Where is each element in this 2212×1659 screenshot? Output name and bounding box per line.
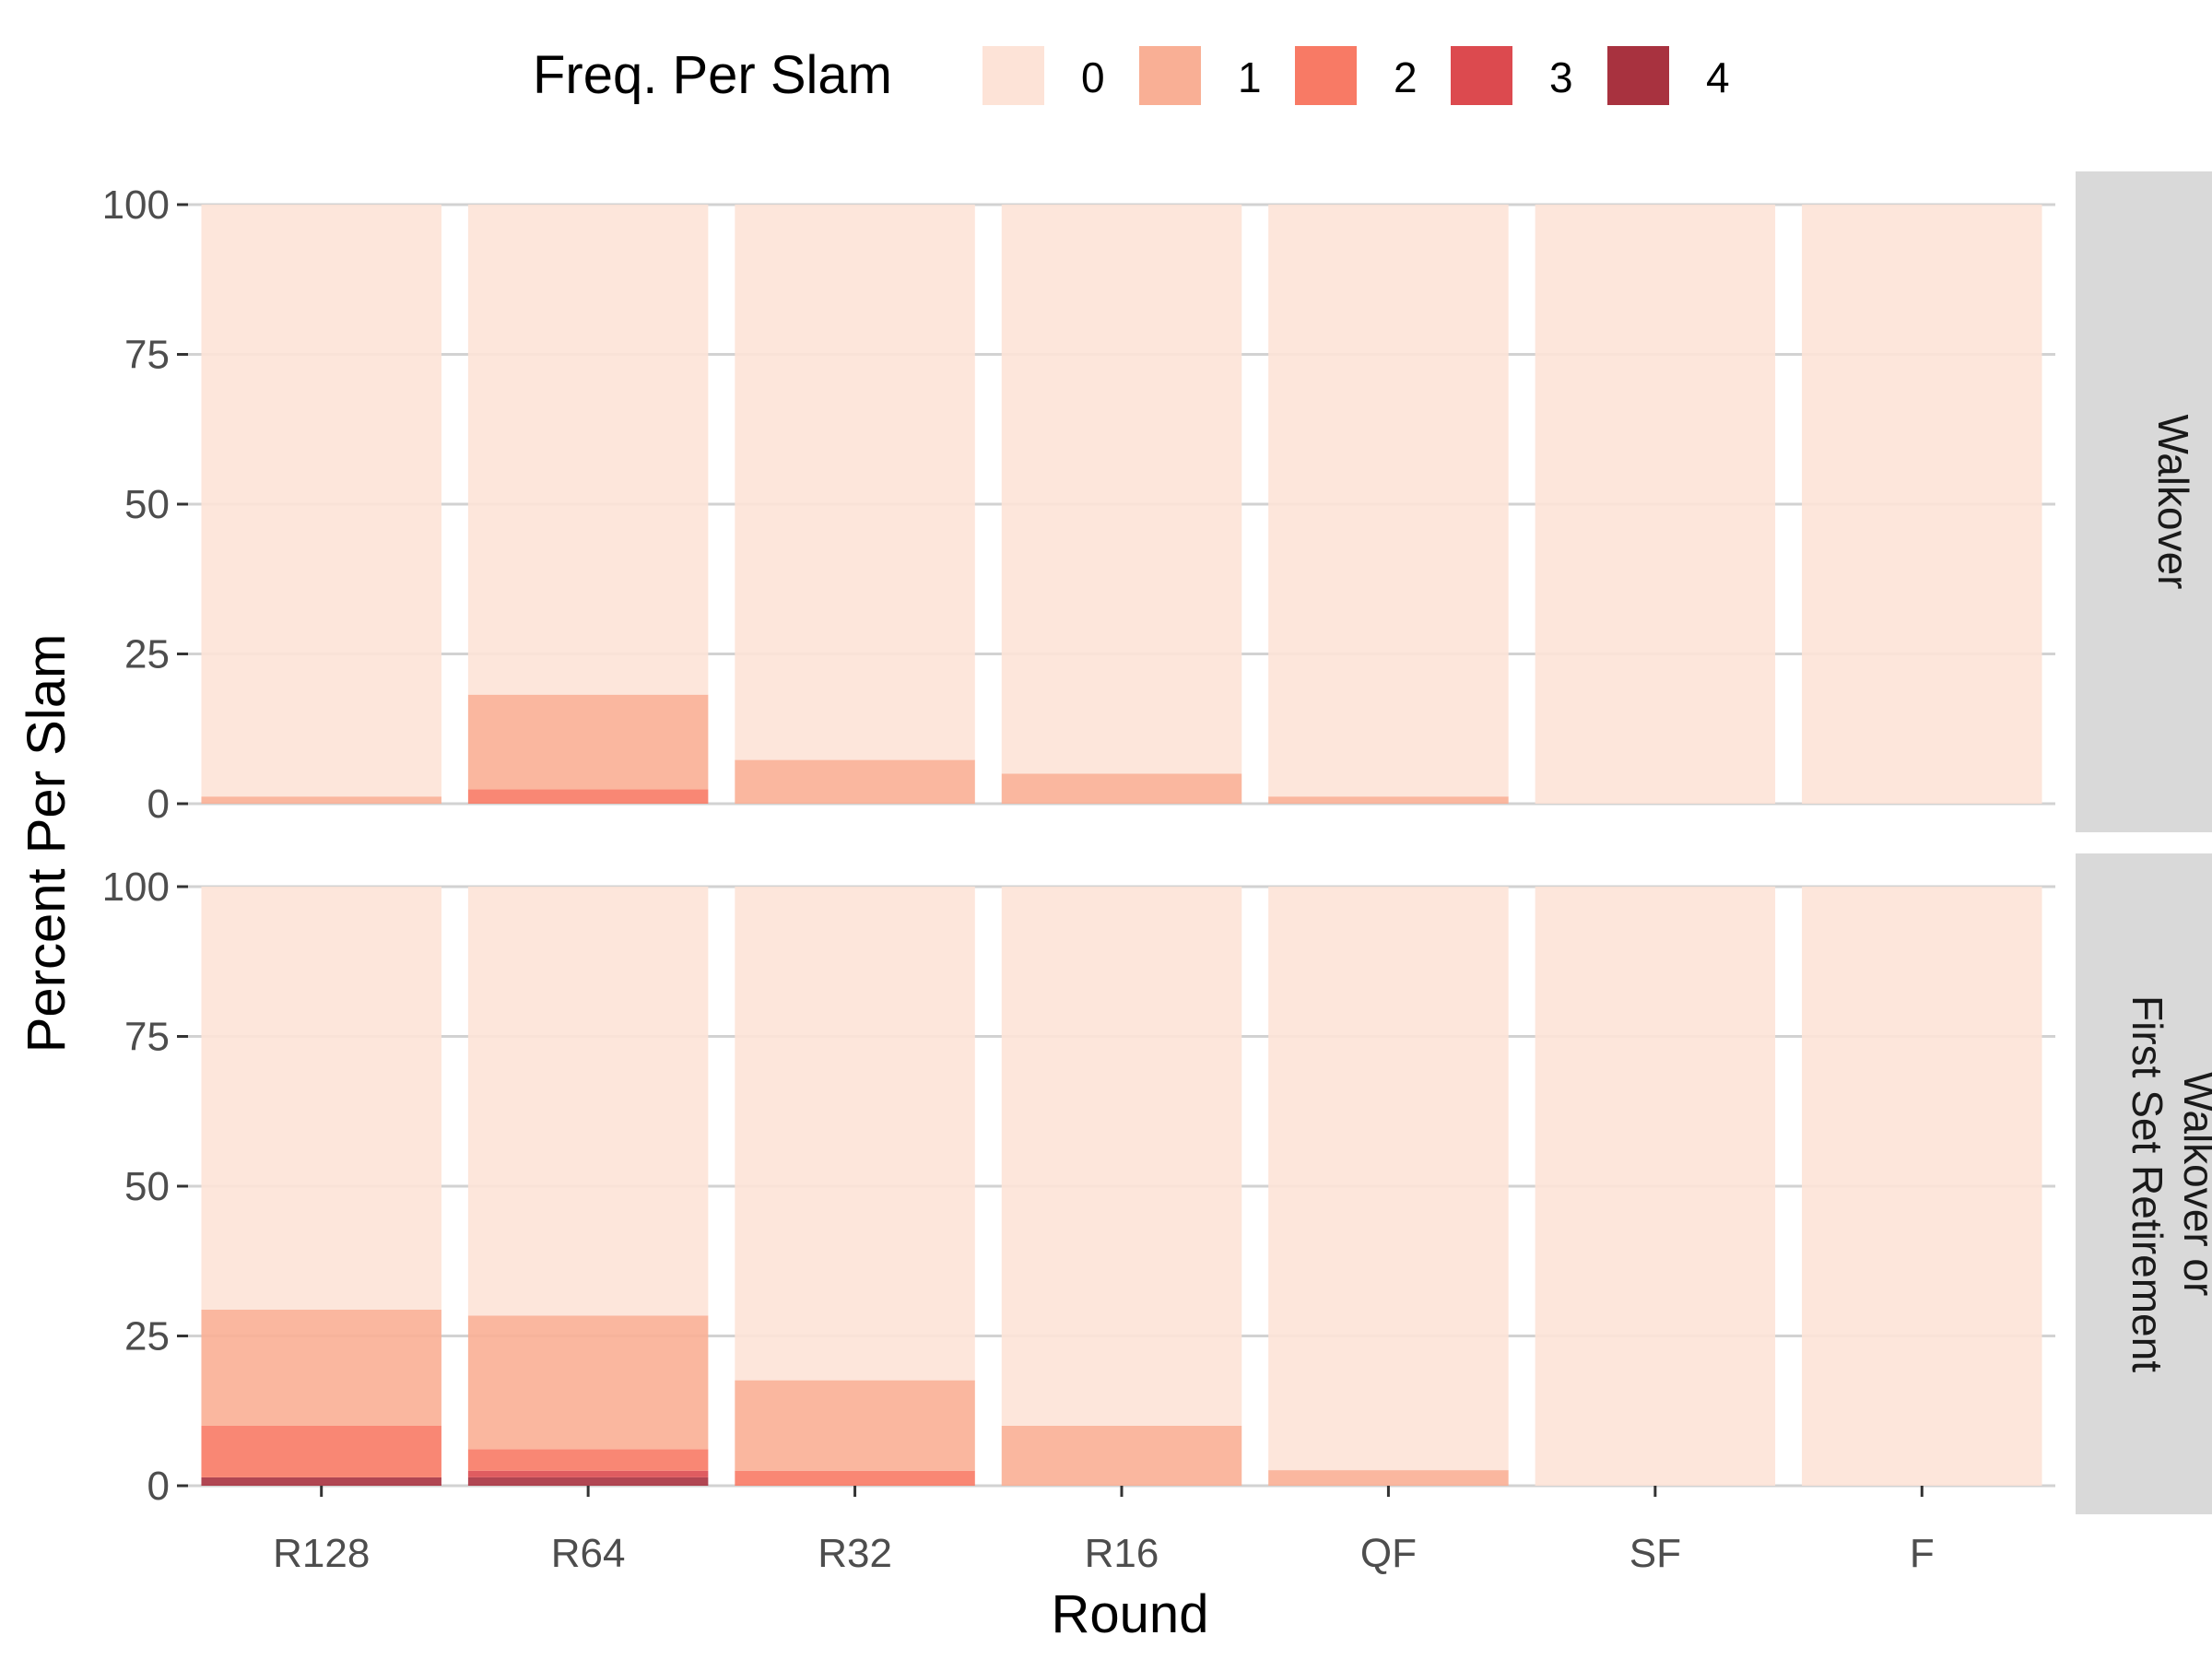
x-tick-label-R32: R32 xyxy=(818,1531,892,1576)
bar-R64-freq-1 xyxy=(467,1315,709,1450)
y-tick-label: 100 xyxy=(102,865,170,910)
bar-R64-freq-4 xyxy=(467,1477,709,1486)
bar-R16-freq-1 xyxy=(1001,773,1242,804)
bar-R16-freq-0 xyxy=(1001,887,1242,1426)
legend-label-4: 4 xyxy=(1706,53,1730,101)
legend-label-3: 3 xyxy=(1549,53,1573,101)
y-tick-label: 0 xyxy=(147,1464,170,1509)
bar-R64-freq-3 xyxy=(467,1470,709,1477)
x-tick-label-SF: SF xyxy=(1630,1531,1681,1576)
facet-strip-label: Walkover xyxy=(2149,415,2197,590)
bar-R128-freq-0 xyxy=(201,887,441,1310)
bar-SF-freq-0 xyxy=(1535,205,1776,804)
bar-QF-freq-0 xyxy=(1268,205,1509,797)
bar-SF-freq-0 xyxy=(1535,887,1776,1486)
legend-key-3 xyxy=(1451,46,1512,105)
bar-R64-freq-0 xyxy=(467,205,709,695)
bar-R64-freq-1 xyxy=(467,694,709,790)
bar-R128-freq-0 xyxy=(201,205,441,797)
facet-strip-1: Walkover xyxy=(2076,171,2212,832)
bar-QF-freq-0 xyxy=(1268,887,1509,1471)
legend: Freq. Per Slam 0 1 2 3 4 xyxy=(533,45,1730,105)
legend-title: Freq. Per Slam xyxy=(533,45,892,105)
bar-R32-freq-0 xyxy=(735,887,975,1381)
legend-key-1 xyxy=(1139,46,1201,105)
legend-key-2 xyxy=(1295,46,1357,105)
bar-R64-freq-2 xyxy=(467,789,709,804)
legend-label-2: 2 xyxy=(1394,53,1418,101)
bar-R32-freq-0 xyxy=(735,205,975,760)
legend-key-0 xyxy=(982,46,1044,105)
bar-R16-freq-0 xyxy=(1001,205,1242,774)
bar-R128-freq-4 xyxy=(201,1477,441,1486)
facet-panel-1: 0 25 50 75 100 Walkover xyxy=(102,171,2212,832)
x-axis: R128 R64 R32 R16 QF SF F xyxy=(273,1486,1935,1576)
facet-strip-background xyxy=(2076,853,2212,1514)
y-tick-label: 75 xyxy=(124,333,170,378)
facet-panels: 0 25 50 75 100 Walkover 0 25 50 75 100 Walkover orF… xyxy=(102,171,2212,1514)
bar-R16-freq-1 xyxy=(1001,1426,1242,1486)
x-tick-label-R16: R16 xyxy=(1085,1531,1159,1576)
bar-R128-freq-1 xyxy=(201,1309,441,1426)
bar-F-freq-0 xyxy=(1802,887,2042,1486)
legend-key-4 xyxy=(1607,46,1669,105)
legend-label-0: 0 xyxy=(1081,53,1105,101)
y-tick-label: 25 xyxy=(124,632,170,677)
y-tick-label: 50 xyxy=(124,1164,170,1209)
y-tick-label: 25 xyxy=(124,1314,170,1359)
x-tick-label-R64: R64 xyxy=(551,1531,626,1576)
facet-strip-label: First Set Retirement xyxy=(2124,995,2171,1372)
y-tick-label: 75 xyxy=(124,1015,170,1060)
bar-QF-freq-1 xyxy=(1268,796,1509,804)
facet-strip-label: Walkover or xyxy=(2175,1072,2212,1297)
bar-QF-freq-1 xyxy=(1268,1470,1509,1486)
bar-R32-freq-1 xyxy=(735,1380,975,1471)
y-axis-title: Percent Per Slam xyxy=(17,634,76,1053)
x-tick-label-R128: R128 xyxy=(273,1531,370,1576)
bar-R64-freq-0 xyxy=(467,887,709,1316)
x-tick-label-F: F xyxy=(1910,1531,1935,1576)
x-axis-title: Round xyxy=(1052,1584,1209,1644)
bar-F-freq-0 xyxy=(1802,205,2042,804)
bar-R128-freq-1 xyxy=(201,796,441,804)
y-tick-label: 0 xyxy=(147,782,170,827)
bar-R128-freq-2 xyxy=(201,1426,441,1477)
y-tick-label: 100 xyxy=(102,182,170,228)
bar-R32-freq-1 xyxy=(735,759,975,804)
bar-R32-freq-2 xyxy=(735,1470,975,1486)
y-tick-label: 50 xyxy=(124,482,170,527)
facet-strip-background xyxy=(2076,171,2212,832)
x-tick-label-QF: QF xyxy=(1360,1531,1417,1576)
bar-R64-freq-2 xyxy=(467,1449,709,1471)
legend-label-1: 1 xyxy=(1238,53,1262,101)
